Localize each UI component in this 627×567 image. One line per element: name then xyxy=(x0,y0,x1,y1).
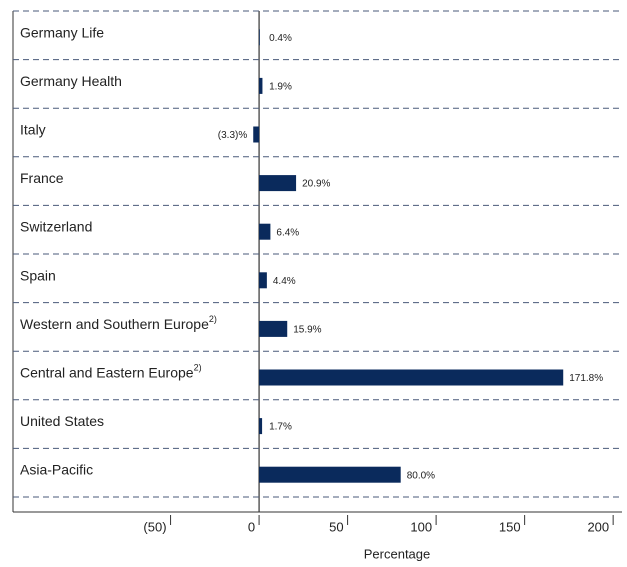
value-label: (3.3)% xyxy=(218,130,248,141)
category-label: Italy xyxy=(20,121,46,137)
x-axis-label: Percentage xyxy=(364,546,431,561)
x-tick-label: 200 xyxy=(587,519,609,534)
value-label: 20.9% xyxy=(302,179,330,190)
category-name: Western and Southern Europe xyxy=(20,316,209,332)
category-label: Switzerland xyxy=(20,218,92,234)
x-tick-label: 50 xyxy=(329,519,343,534)
category-name: Central and Eastern Europe xyxy=(20,364,194,380)
category-name: France xyxy=(20,170,64,186)
bar xyxy=(259,369,564,386)
x-tick-label: (50) xyxy=(143,519,166,534)
value-label: 15.9% xyxy=(293,325,321,336)
category-name: Spain xyxy=(20,267,56,283)
category-label: Western and Southern Europe2) xyxy=(20,314,217,331)
x-tick-label: 0 xyxy=(248,519,255,534)
category-name: Switzerland xyxy=(20,218,92,234)
x-tick-label: 100 xyxy=(410,519,432,534)
category-label: Central and Eastern Europe2) xyxy=(20,363,202,380)
category-name: Italy xyxy=(20,121,46,137)
category-label: Germany Health xyxy=(20,73,122,89)
value-label: 171.8% xyxy=(569,373,603,384)
category-label: Germany Life xyxy=(20,24,104,40)
value-label: 80.0% xyxy=(407,470,435,481)
bar xyxy=(253,126,260,143)
category-label: Spain xyxy=(20,267,56,283)
bar xyxy=(259,77,263,94)
category-name: United States xyxy=(20,413,104,429)
category-label: United States xyxy=(20,413,104,429)
category-label: Asia-Pacific xyxy=(20,461,93,477)
category-footnote: 2) xyxy=(194,363,202,373)
category-label: France xyxy=(20,170,64,186)
bar xyxy=(259,418,263,435)
category-name: Germany Health xyxy=(20,73,122,89)
bar xyxy=(259,272,267,289)
bar xyxy=(259,466,401,483)
category-name: Asia-Pacific xyxy=(20,461,93,477)
value-label: 1.9% xyxy=(269,82,292,93)
value-label: 6.4% xyxy=(276,227,299,238)
x-tick-label: 150 xyxy=(499,519,521,534)
value-label: 1.7% xyxy=(269,422,292,433)
category-name: Germany Life xyxy=(20,24,104,40)
bar xyxy=(259,29,260,46)
value-label: 4.4% xyxy=(273,276,296,287)
bar xyxy=(259,175,297,192)
bar xyxy=(259,223,271,240)
category-footnote: 2) xyxy=(209,314,217,324)
value-label: 0.4% xyxy=(269,33,292,44)
bar xyxy=(259,320,288,337)
